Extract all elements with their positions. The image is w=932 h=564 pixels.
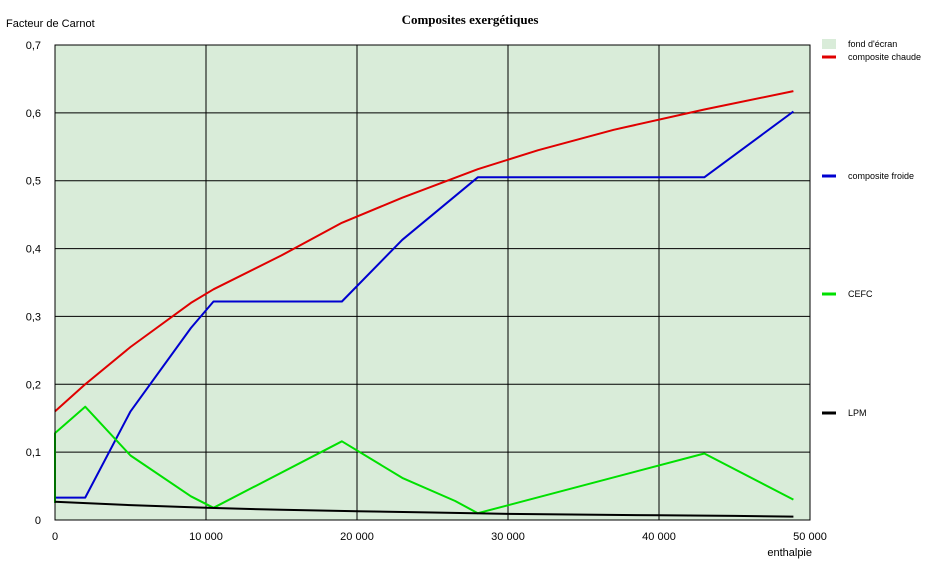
x-tick-label: 10 000 [189, 531, 223, 543]
legend-label-fond-d-cran: fond d'écran [848, 39, 897, 49]
y-tick-label: 0,1 [26, 447, 41, 459]
series-line-cefc [54, 405, 794, 515]
x-tick-label: 40 000 [642, 531, 676, 543]
legend-label-composite-chaude: composite chaude [848, 52, 921, 62]
legend-label-cefc: CEFC [848, 289, 873, 299]
x-tick-label: 20 000 [340, 531, 374, 543]
series-line-composite-froide [55, 110, 794, 499]
plot-background [55, 45, 810, 520]
x-tick-label: 50 000 [793, 531, 827, 543]
chart-title: Composites exergétiques [402, 12, 539, 27]
y-tick-label: 0,2 [26, 379, 41, 391]
series-line-composite-chaude [54, 90, 794, 413]
y-tick-label: 0,4 [26, 244, 41, 256]
legend-swatch-fond-d-cran [822, 39, 836, 49]
y-tick-label: 0,5 [26, 176, 41, 188]
y-tick-label: 0,6 [26, 108, 41, 120]
x-tick-label: 30 000 [491, 531, 525, 543]
y-axis-title: Facteur de Carnot [6, 18, 95, 30]
legend-label-lpm: LPM [848, 408, 867, 418]
series-line-lpm [54, 500, 794, 518]
plot-frame [54, 44, 811, 521]
legend: fond d'écran composite chaude composite fr… [822, 39, 921, 418]
x-tick-label: 0 [52, 531, 58, 543]
x-axis-title: enthalpie [767, 547, 812, 559]
x-tick-labels: 0 10 000 20 000 30 000 40 000 50 000 [52, 531, 827, 543]
y-tick-label: 0,3 [26, 311, 41, 323]
y-tick-label: 0 [35, 515, 41, 527]
series-lines [54, 90, 794, 518]
y-tick-label: 0,7 [26, 40, 41, 52]
legend-label-composite-froide: composite froide [848, 171, 914, 181]
y-tick-labels: 0 0,1 0,2 0,3 0,4 0,5 0,6 0,7 [26, 40, 41, 527]
